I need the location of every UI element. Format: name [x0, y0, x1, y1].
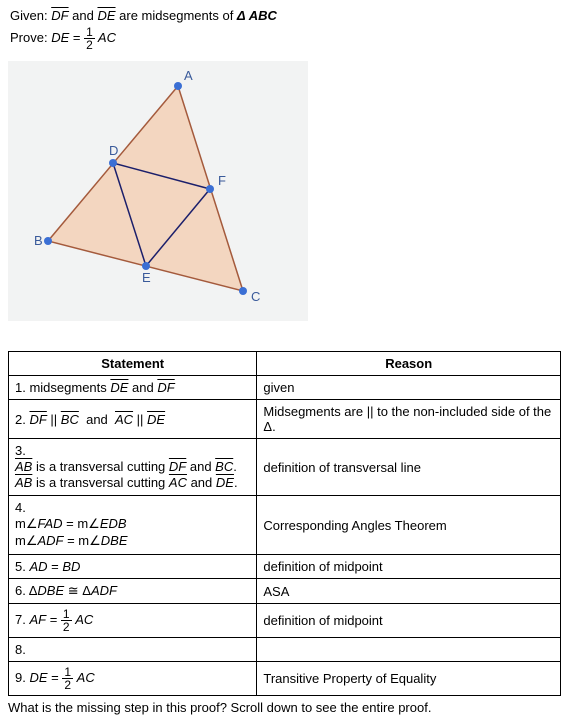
table-row: 8.	[9, 638, 561, 662]
svg-text:E: E	[142, 270, 151, 285]
reason-cell: Corresponding Angles Theorem	[257, 496, 561, 555]
statement-cell: 2. DF || BC and AC || DE	[9, 400, 257, 439]
statement-cell: 5. AD = BD	[9, 555, 257, 579]
statement-cell: 4. m∠FAD = m∠EDBm∠ADF = m∠DBE	[9, 496, 257, 555]
reason-cell: definition of midpoint	[257, 555, 561, 579]
table-header-row: Statement Reason	[9, 352, 561, 376]
prove-label: Prove:	[10, 30, 48, 45]
statement-cell: 3. AB is a transversal cutting DF and BC…	[9, 439, 257, 496]
statement-cell: 9. DE = 12 AC	[9, 662, 257, 696]
given-tail: are midsegments of	[116, 8, 237, 23]
statement-cell: 1. midsegments DE and DF	[9, 376, 257, 400]
table-row: 9. DE = 12 ACTransitive Property of Equa…	[9, 662, 561, 696]
reason-cell: definition of transversal line	[257, 439, 561, 496]
reason-cell: given	[257, 376, 561, 400]
table-row: 1. midsegments DE and DFgiven	[9, 376, 561, 400]
given-seg2: DE	[97, 8, 115, 23]
reason-cell	[257, 638, 561, 662]
reason-cell: definition of midpoint	[257, 604, 561, 638]
triangle-diagram: A B C D E F	[8, 61, 308, 321]
header-reason: Reason	[257, 352, 561, 376]
given-seg1: DF	[51, 8, 68, 23]
prove-frac: 12	[84, 26, 95, 51]
svg-text:F: F	[218, 173, 226, 188]
reason-cell: Midsegments are || to the non-included s…	[257, 400, 561, 439]
prove-num: 1	[84, 26, 95, 38]
reason-cell: ASA	[257, 579, 561, 604]
prove-eq: =	[69, 30, 84, 45]
prove-lhs: DE	[51, 30, 69, 45]
prove-den: 2	[84, 38, 95, 51]
table-row: 5. AD = BDdefinition of midpoint	[9, 555, 561, 579]
statement-cell: 8.	[9, 638, 257, 662]
table-row: 6. ΔDBE ≅ ΔADFASA	[9, 579, 561, 604]
reason-cell: Transitive Property of Equality	[257, 662, 561, 696]
svg-text:A: A	[184, 68, 193, 83]
svg-text:D: D	[109, 143, 118, 158]
table-row: 2. DF || BC and AC || DEMidsegments are …	[9, 400, 561, 439]
given-tri: Δ ABC	[237, 8, 277, 23]
given-label: Given:	[10, 8, 48, 23]
svg-text:C: C	[251, 289, 260, 304]
diagram-svg: A B C D E F	[8, 61, 308, 321]
given-line: Given: DF and DE are midsegments of Δ AB…	[8, 8, 561, 23]
statement-cell: 6. ΔDBE ≅ ΔADF	[9, 579, 257, 604]
table-row: 3. AB is a transversal cutting DF and BC…	[9, 439, 561, 496]
svg-text:B: B	[34, 233, 43, 248]
table-row: 4. m∠FAD = m∠EDBm∠ADF = m∠DBECorrespondi…	[9, 496, 561, 555]
prove-rhs: AC	[95, 30, 116, 45]
table-row: 7. AF = 12 ACdefinition of midpoint	[9, 604, 561, 638]
footer-question: What is the missing step in this proof? …	[8, 700, 561, 715]
prove-line: Prove: DE = 12 AC	[8, 26, 561, 51]
header-statement: Statement	[9, 352, 257, 376]
proof-table: Statement Reason 1. midsegments DE and D…	[8, 351, 561, 696]
given-and: and	[69, 8, 98, 23]
statement-cell: 7. AF = 12 AC	[9, 604, 257, 638]
